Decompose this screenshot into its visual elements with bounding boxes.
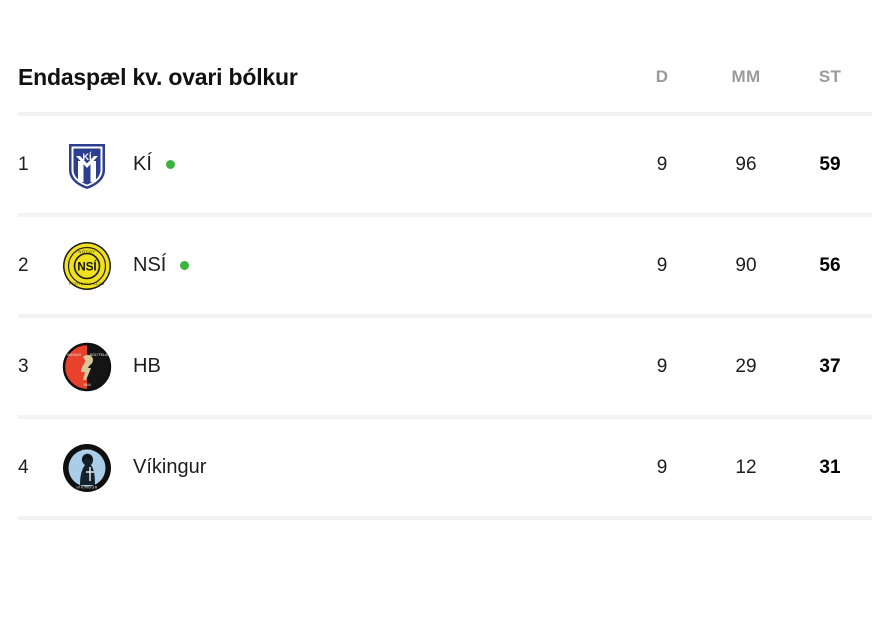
page-title: Endaspæl kv. ovari bólkur	[18, 63, 298, 90]
svg-text:NÓTOY: NÓTOY	[78, 249, 95, 254]
qualification-dot	[180, 261, 190, 270]
stat-played: 9	[656, 355, 668, 377]
vikingur-crest-icon: 1887 VÍKINGUR	[60, 441, 114, 495]
svg-text:NSÍ: NSÍ	[77, 260, 97, 273]
svg-text:BÓLTFELAG: BÓLTFELAG	[90, 352, 110, 357]
team-name: NSÍ	[133, 254, 167, 276]
stat-goal-stat: 96	[735, 153, 757, 175]
row-divider	[18, 415, 872, 419]
stat-points: 37	[819, 355, 841, 377]
column-header-goal-stat: MM	[731, 67, 761, 86]
league-standings-widget: Endaspæl kv. ovari bólkur D MM ST 1 KÍ K…	[0, 42, 890, 633]
svg-text:VÍKINGUR: VÍKINGUR	[76, 485, 97, 489]
stat-goal-stat: 12	[735, 456, 757, 478]
team-cell: KÍ	[133, 153, 620, 176]
svg-text:1904: 1904	[83, 383, 91, 387]
nsi-crest-icon: NSÍ NÓTOY FOOTBALL CLUB	[60, 239, 114, 293]
qualification-dot	[165, 160, 175, 169]
rank-position: 2	[18, 254, 29, 276]
team-name: KÍ	[133, 153, 152, 175]
stat-points: 56	[819, 254, 841, 276]
column-header-points: ST	[818, 67, 842, 86]
svg-text:1887: 1887	[82, 449, 92, 453]
stat-played: 9	[656, 153, 668, 175]
team-name: HB	[133, 355, 161, 377]
row-divider	[18, 213, 872, 217]
ki-crest-icon: KÍ	[60, 138, 114, 192]
row-divider	[18, 112, 872, 116]
rank-position: 3	[18, 355, 29, 377]
standings-header: Endaspæl kv. ovari bólkur D MM ST	[0, 42, 890, 112]
row-divider	[18, 314, 872, 318]
table-row[interactable]: 3 HAVNAR BÓLTFELAG 1904 HB 9 29	[0, 318, 890, 415]
team-cell: Víkingur	[133, 456, 620, 479]
stat-points: 59	[819, 153, 841, 175]
rank-position: 4	[18, 456, 29, 478]
stat-points: 31	[819, 456, 841, 478]
team-cell: HB	[133, 355, 620, 378]
team-cell: NSÍ	[133, 254, 620, 277]
svg-text:KÍ: KÍ	[83, 152, 92, 162]
column-headers: D MM ST	[620, 67, 872, 87]
svg-text:FOOTBALL CLUB: FOOTBALL CLUB	[69, 282, 105, 286]
stat-played: 9	[656, 456, 668, 478]
hb-crest-icon: HAVNAR BÓLTFELAG 1904	[60, 340, 114, 394]
team-name: Víkingur	[133, 456, 207, 478]
rank-position: 1	[18, 153, 29, 175]
stat-goal-stat: 90	[735, 254, 757, 276]
table-row[interactable]: 1 KÍ KÍ 9 96 59	[0, 116, 890, 213]
column-header-played: D	[655, 67, 669, 86]
row-divider	[18, 516, 872, 520]
stat-played: 9	[656, 254, 668, 276]
table-row[interactable]: 4 1887 VÍKINGUR Víkingur 9 12 31	[0, 419, 890, 516]
table-row[interactable]: 2 NSÍ NÓTOY FOOTBALL CLUB NSÍ 9 90 56	[0, 217, 890, 314]
svg-text:HAVNAR: HAVNAR	[67, 353, 81, 357]
stat-goal-stat: 29	[735, 355, 757, 377]
